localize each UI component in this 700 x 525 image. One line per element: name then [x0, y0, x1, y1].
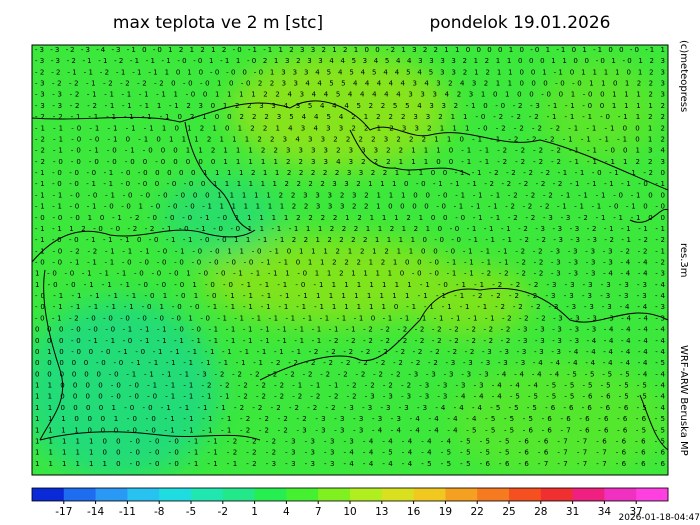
- colorbar-tick-label: 25: [502, 506, 515, 518]
- colorbar-tick-label: -2: [218, 506, 228, 518]
- credit: (c)meteopress: [678, 40, 689, 112]
- colorbar-segment: [636, 488, 669, 501]
- colorbar-tick-label: -11: [119, 506, 136, 518]
- grid-row: -1 -1 1 2 -0 -0 -2 -2 -1 -0 -1 -0 -0 1 1…: [35, 225, 665, 233]
- grid-row: -0 -1 -2 -0 -0 -0 -0 -0 -0 1 -0 -1 -1 -1…: [35, 314, 665, 322]
- colorbar-segment: [413, 488, 446, 501]
- colorbar: -17 -14 -11 -8 -5 -2 1 4 7 10 13 16 19 22 25 28 31 34 37: [31, 487, 669, 518]
- grid-row: 0 0 0 0 0 -0 -0 -1 -1 -1 -1 -1 -1 -1 -1 …: [35, 359, 665, 367]
- map-date: pondelok 19.01.2026: [430, 13, 611, 33]
- map-title: max teplota ve 2 m [stc]: [113, 13, 323, 33]
- model: WRF-ARW Beruska MP: [678, 345, 689, 456]
- colorbar-segment: [159, 488, 192, 501]
- colorbar-segment: [254, 488, 287, 501]
- colorbar-tick-label: 31: [566, 506, 579, 518]
- colorbar-segment: [604, 488, 637, 501]
- timestamp: 2026-01-18-04:47: [619, 513, 700, 523]
- colorbar-tick-label: 7: [315, 506, 322, 518]
- colorbar-tick-label: -8: [154, 506, 164, 518]
- colorbar-tick-label: -14: [87, 506, 104, 518]
- colorbar-segment: [445, 488, 478, 501]
- temperature-field: -3 -3 -2 -3 -4 -3 -1 0 -0 1 2 1 2 1 2 -0…: [32, 45, 668, 475]
- colorbar-segment: [32, 488, 65, 501]
- grid-row: -2 -2 -1 -1 -2 -1 -1 -1 1 0 1 0 -0 -0 0 …: [35, 68, 665, 76]
- colorbar-tick-label: 1: [251, 506, 258, 518]
- colorbar-tick-label: 16: [407, 506, 421, 518]
- colorbar-tick-label: 4: [283, 506, 290, 518]
- colorbar-segment: [191, 488, 224, 501]
- borders: [32, 100, 668, 451]
- colorbar-tick-label: 19: [439, 506, 452, 518]
- colorbar-segment: [381, 488, 415, 501]
- colorbar-tick-label: 22: [471, 506, 484, 518]
- grid-row: 1 1 0 0 0 0 1 -0 -0 -1 -1 -1 -1 -2 -2 -2…: [35, 404, 666, 412]
- colorbar-tick-label: 10: [343, 506, 356, 518]
- grid-row: -1 -0 -2 -2 -1 -1 -1 -0 -1 -0 -0 1 1 -0 …: [35, 247, 665, 255]
- colorbar-segment: [222, 488, 256, 501]
- colorbar-tick-label: 28: [534, 506, 547, 518]
- grid-row: 0 0 0 -0 -0 -0 -1 -1 -1 -0 -0 -1 -1 -1 -…: [35, 326, 666, 334]
- colorbar-segment: [572, 488, 605, 501]
- colorbar-segment: [540, 488, 574, 501]
- grid-row: -3 -2 -2 -1 -2 -2 -2 -2 0 -0 -0 1 0 -0 2…: [35, 80, 665, 88]
- grid-row: 0 1 0 -0 0 -0 -1 -0 -1 -1 -1 -1 -1 -1 -1…: [35, 348, 666, 356]
- map-frame: [31, 44, 669, 476]
- grid-row: -2 -0 -0 -0 -0 -0 0 -0 0 0 0 0 1 1 1 1 1…: [35, 158, 665, 166]
- colorbar-segment: [350, 488, 383, 501]
- grid-row: 0 0 0 -0 -1 -1 -0 -1 -1 -1 -1 -1 -1 -1 -…: [35, 337, 666, 345]
- colorbar-segment: [95, 488, 128, 501]
- grid-row: -0 -1 -1 -1 -1 -1 -0 1 -0 1 -0 -1 -1 -1 …: [35, 292, 666, 300]
- colorbar-tick-label: 37: [630, 506, 643, 518]
- colorbar-tick-label: 13: [375, 506, 388, 518]
- colorbar-segment: [318, 488, 351, 501]
- grid-row: -2 -1 -0 -0 -1 0 -1 0 1 1 1 2 1 1 1 2 2 …: [35, 135, 665, 143]
- colorbar-tick-label: -5: [186, 506, 196, 518]
- colorbar-tick-label: 34: [598, 506, 612, 518]
- grid-row: -3 -3 -2 -1 -1 -1 -1 -1 1 -0 0 1 1 1 1 2…: [35, 91, 665, 99]
- grid-row: -2 -1 -0 -1 -0 -1 -0 0 0 1 1 2 1 1 1 2 2…: [35, 147, 666, 155]
- grid-row: 1 1 1 1 1 0 0 -0 -0 -0 -1 -1 -2 -2 -2 -3…: [35, 449, 666, 457]
- colorbar-segment: [477, 488, 510, 501]
- resolution: res.3m: [678, 243, 689, 278]
- grid-row: 1 1 1 1 1 0 0 -0 -0 -0 -1 -1 -2 -2 -2 -3…: [35, 437, 665, 445]
- grid-row: -1 -0 -0 -0 -1 -0 -0 0 0 0 0 1 1 1 1 2 1…: [35, 169, 665, 177]
- colorbar-tick-label: -17: [55, 506, 72, 518]
- grid-row: 1 1 1 1 1 1 0 -0 -0 -0 -1 -1 -1 -2 -3 -3…: [35, 460, 666, 468]
- colorbar-segment: [127, 488, 160, 501]
- colorbar-segment: [286, 488, 319, 501]
- grid-row: -3 -3 -2 -3 -4 -3 -1 0 -0 1 2 1 2 1 2 -0…: [35, 46, 665, 54]
- grid-row: 0 0 0 0 0 0 -0 -1 -1 -1 -1 -3 -2 -2 -2 -…: [35, 370, 666, 378]
- colorbar-segment: [63, 488, 97, 501]
- colorbar-segment: [509, 488, 542, 501]
